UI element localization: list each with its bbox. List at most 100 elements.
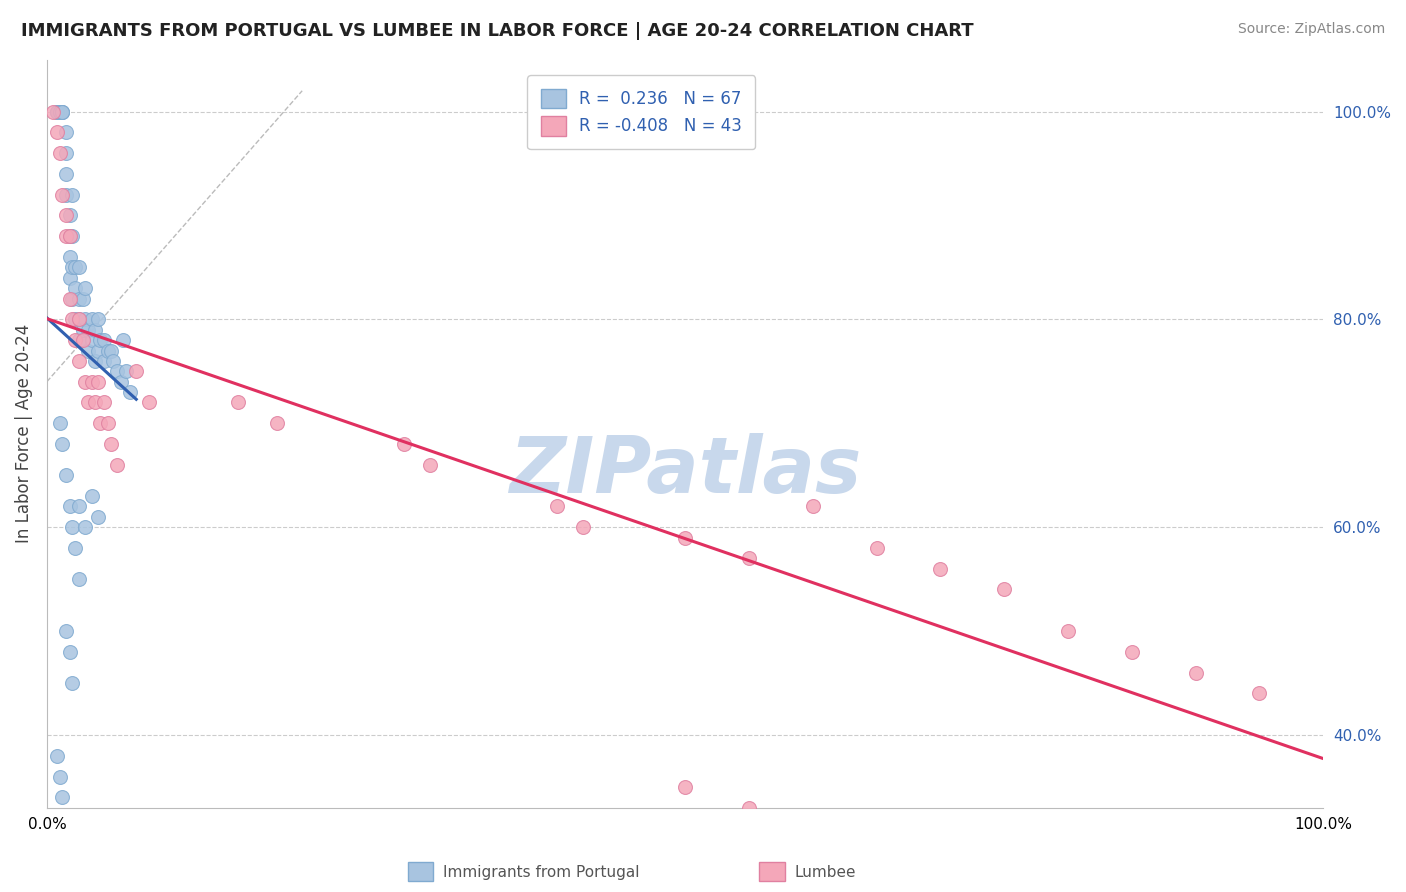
Point <box>51 104 73 119</box>
Point <box>115 364 138 378</box>
Point <box>51 437 73 451</box>
Point <box>48 146 70 161</box>
Point <box>55 187 77 202</box>
Point <box>75 520 97 534</box>
Point <box>63 260 86 275</box>
Point <box>118 385 141 400</box>
Point <box>105 364 128 378</box>
Point <box>87 375 110 389</box>
Point <box>1184 665 1206 680</box>
Text: Source: ZipAtlas.com: Source: ZipAtlas.com <box>1237 22 1385 37</box>
Point <box>394 437 416 451</box>
Point <box>93 333 115 347</box>
Point <box>55 125 77 139</box>
Point <box>42 104 65 119</box>
Point <box>51 790 73 805</box>
Point <box>62 520 84 534</box>
Point <box>572 520 595 534</box>
Text: IMMIGRANTS FROM PORTUGAL VS LUMBEE IN LABOR FORCE | AGE 20-24 CORRELATION CHART: IMMIGRANTS FROM PORTUGAL VS LUMBEE IN LA… <box>21 22 974 40</box>
Point <box>67 260 90 275</box>
Point <box>1121 645 1143 659</box>
Point <box>801 500 824 514</box>
Point <box>63 281 86 295</box>
Point <box>59 292 82 306</box>
Point <box>59 250 82 264</box>
Point <box>738 800 761 814</box>
Point <box>62 292 84 306</box>
Point <box>67 500 90 514</box>
Point <box>738 551 761 566</box>
Point <box>76 323 98 337</box>
Point <box>75 281 97 295</box>
Point <box>46 104 69 119</box>
Text: Lumbee: Lumbee <box>794 865 856 880</box>
Point <box>51 104 73 119</box>
Point <box>80 375 103 389</box>
Point <box>46 748 69 763</box>
Point <box>1057 624 1080 638</box>
Point <box>55 209 77 223</box>
Point <box>67 312 90 326</box>
Point <box>67 333 90 347</box>
Point <box>673 531 696 545</box>
Point <box>100 437 122 451</box>
Point <box>55 468 77 483</box>
Point <box>75 375 97 389</box>
Point <box>80 333 103 347</box>
Point <box>48 104 70 119</box>
Point <box>67 354 90 368</box>
Point <box>97 343 120 358</box>
Point <box>72 333 94 347</box>
Y-axis label: In Labor Force | Age 20-24: In Labor Force | Age 20-24 <box>15 324 32 543</box>
Point <box>87 343 110 358</box>
Point <box>67 572 90 586</box>
Point <box>80 312 103 326</box>
Point <box>89 333 111 347</box>
Point <box>228 395 250 409</box>
Point <box>62 312 84 326</box>
Point <box>84 354 107 368</box>
Point <box>105 458 128 472</box>
Point <box>72 292 94 306</box>
Text: ZIPatlas: ZIPatlas <box>509 433 862 509</box>
Point <box>48 770 70 784</box>
Point <box>72 323 94 337</box>
Point <box>929 562 952 576</box>
Point <box>76 395 98 409</box>
Point <box>63 541 86 555</box>
Point <box>93 354 115 368</box>
Point <box>62 676 84 690</box>
Point <box>48 104 70 119</box>
Point <box>63 312 86 326</box>
Point <box>93 395 115 409</box>
Point <box>1249 686 1271 700</box>
Point <box>55 624 77 638</box>
Point <box>76 343 98 358</box>
Point <box>67 292 90 306</box>
Point <box>59 229 82 244</box>
Point <box>266 416 288 430</box>
Point <box>419 458 441 472</box>
Point <box>80 489 103 503</box>
Point <box>100 343 122 358</box>
Point <box>67 312 90 326</box>
Bar <box>408 862 433 881</box>
Point <box>59 209 82 223</box>
Point <box>112 333 135 347</box>
Point <box>103 354 125 368</box>
Point <box>48 416 70 430</box>
Point <box>87 312 110 326</box>
Point <box>125 364 148 378</box>
Point <box>63 333 86 347</box>
Point <box>97 416 120 430</box>
Point <box>59 500 82 514</box>
Point <box>59 645 82 659</box>
Point <box>46 104 69 119</box>
Point <box>46 125 69 139</box>
Point <box>673 780 696 794</box>
Point <box>55 146 77 161</box>
Point <box>75 312 97 326</box>
Point <box>138 395 160 409</box>
Point <box>55 167 77 181</box>
Point <box>62 187 84 202</box>
